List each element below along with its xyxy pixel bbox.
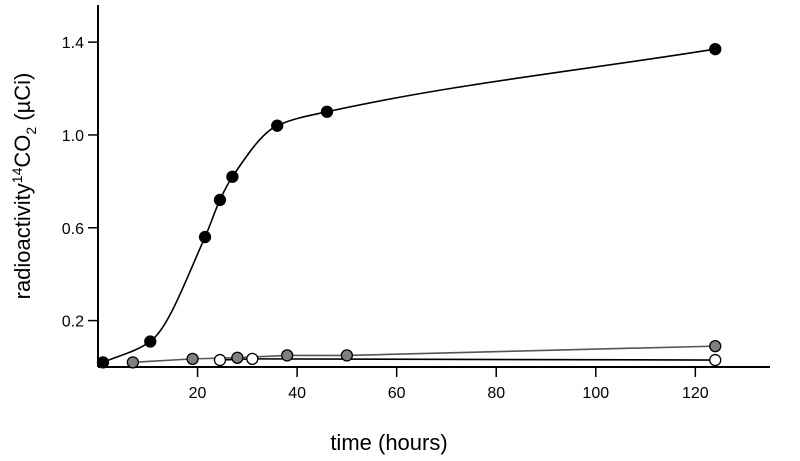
data-point-series-3 xyxy=(246,352,259,366)
x-tick-label: 80 xyxy=(487,385,505,402)
data-point-series-1 xyxy=(709,42,722,56)
data-point-series-3 xyxy=(213,353,227,367)
y-axis-title-suffix: (µCi) xyxy=(10,73,35,127)
data-point-series-1 xyxy=(198,230,212,244)
x-tick-label: 60 xyxy=(388,385,406,402)
x-tick-label: 120 xyxy=(682,385,709,402)
data-point-series-1 xyxy=(213,193,227,207)
y-tick-label: 1.4 xyxy=(62,35,84,52)
y-axis-title-superscript: 14 xyxy=(9,167,25,183)
data-point-series-1 xyxy=(271,119,284,132)
x-tick-label: 20 xyxy=(189,385,207,402)
data-point-series-1 xyxy=(226,170,239,183)
data-point-series-1 xyxy=(96,356,110,369)
chart-axes xyxy=(97,5,770,368)
data-point-series-3 xyxy=(709,353,722,367)
data-point-series-2 xyxy=(231,351,244,364)
series-lines xyxy=(102,48,716,364)
x-axis-title: time (hours) xyxy=(330,430,447,455)
y-axis-title: radioactivity14CO2 (µCi) xyxy=(9,73,39,300)
y-axis-title-main: CO xyxy=(10,135,35,168)
y-axis-title-prefix: radioactivity xyxy=(10,183,35,299)
series-markers xyxy=(96,42,722,369)
series-line-2 xyxy=(132,345,716,364)
y-tick-label: 0.2 xyxy=(62,314,84,331)
x-tick-label: 40 xyxy=(288,385,306,402)
data-point-series-2 xyxy=(281,349,294,362)
data-point-series-2 xyxy=(186,352,199,366)
x-tick-label: 100 xyxy=(582,385,609,402)
y-axis-title-subscript: 2 xyxy=(23,127,39,135)
series-line-1 xyxy=(102,48,716,364)
data-point-series-2 xyxy=(709,339,722,353)
y-tick-label: 0.6 xyxy=(62,221,84,238)
axis-ticks: 20 40 60 80 100 120 0.2 0.6 1.0 1.4 xyxy=(62,35,709,402)
y-tick-label: 1.0 xyxy=(62,128,84,145)
data-point-series-1 xyxy=(144,335,157,348)
series-line-3 xyxy=(219,358,716,361)
data-point-series-2 xyxy=(340,349,354,362)
svg-text:radioactivity14CO2 (µCi): radioactivity14CO2 (µCi) xyxy=(9,73,39,300)
data-point-series-1 xyxy=(320,105,334,118)
data-point-series-2 xyxy=(126,356,139,369)
